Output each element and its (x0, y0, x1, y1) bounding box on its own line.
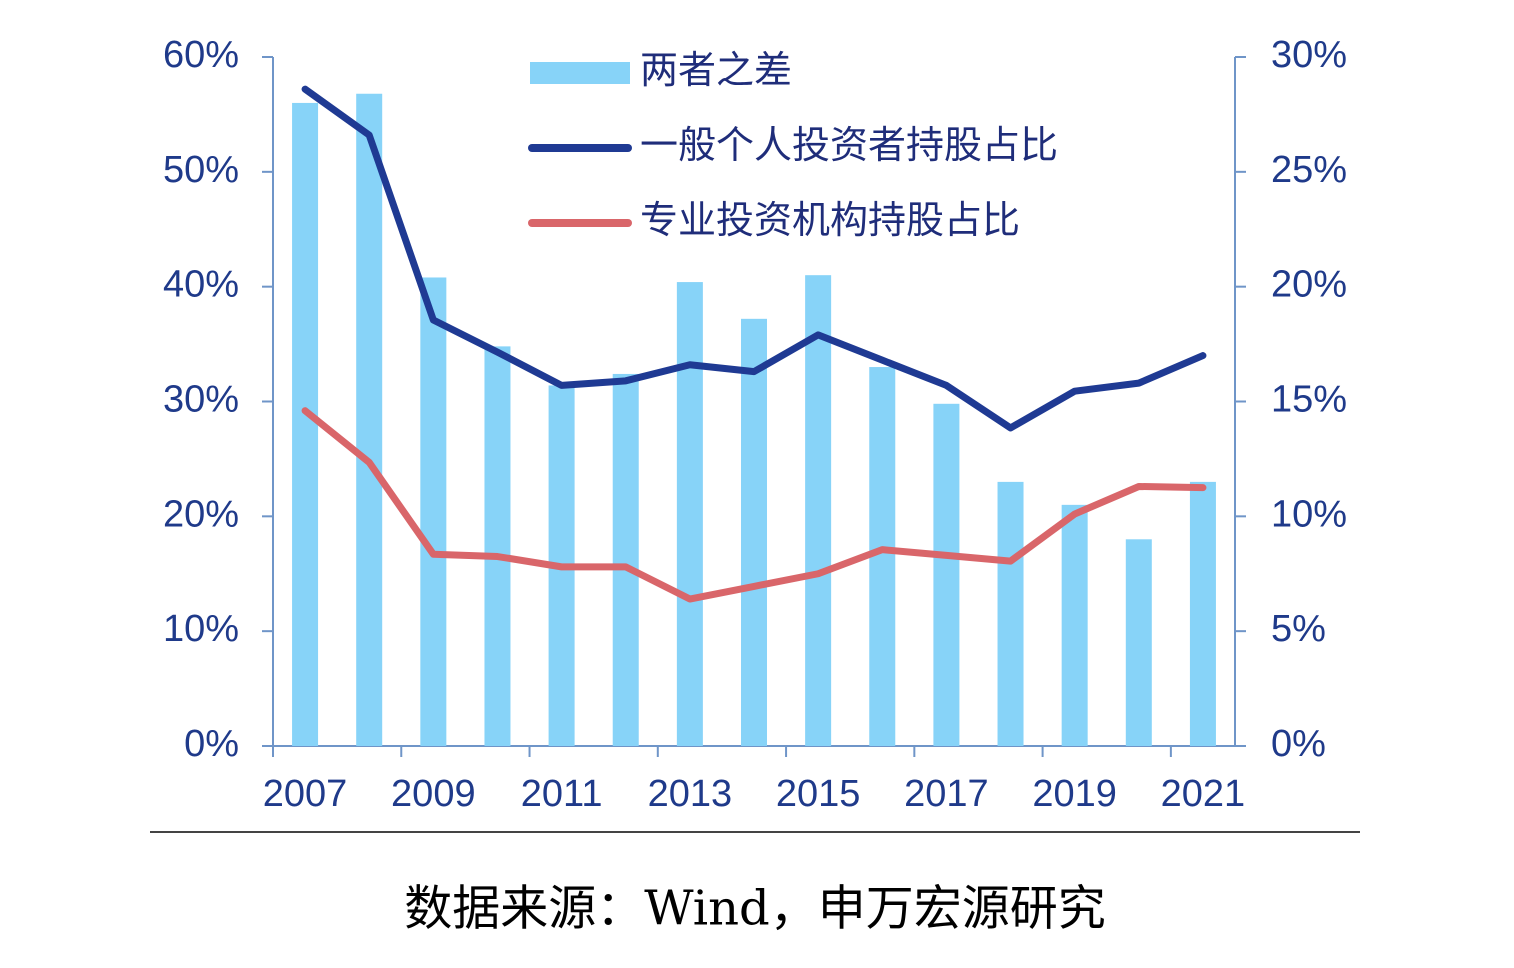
y-tick-label: 40% (163, 264, 239, 306)
bar (805, 275, 832, 746)
bar (1189, 481, 1216, 746)
y2-tick-label: 10% (1271, 493, 1347, 535)
line (301, 407, 1207, 603)
x-tick-label: 2021 (1161, 773, 1246, 815)
y2-tick-label: 15% (1271, 379, 1347, 421)
bar (356, 93, 383, 747)
legend-label: 专业投资机构持股占比 (640, 200, 1020, 242)
x-tick-label: 2013 (648, 773, 733, 815)
x-tick-label: 2007 (263, 773, 348, 815)
y-tick-label: 10% (163, 608, 239, 650)
y2-tick-label: 30% (1271, 34, 1347, 76)
bar (1125, 539, 1152, 746)
x-tick-label: 2017 (904, 773, 989, 815)
x-tick-label: 2011 (521, 773, 603, 815)
line (301, 85, 1207, 432)
bar (997, 481, 1024, 746)
bar (292, 102, 319, 746)
y-tick-label: 30% (163, 379, 239, 421)
bar (612, 373, 639, 746)
y-tick-label: 60% (163, 34, 239, 76)
y2-tick-label: 5% (1271, 608, 1326, 650)
y-tick-label: 50% (163, 149, 239, 191)
y-tick-label: 0% (184, 723, 239, 765)
x-tick-label: 2009 (391, 773, 476, 815)
x-tick-label: 2015 (776, 773, 861, 815)
x-tick-label: 2019 (1032, 773, 1117, 815)
bar (484, 346, 511, 746)
y2-tick-label: 20% (1271, 264, 1347, 306)
bar (676, 282, 703, 746)
legend-swatch (530, 62, 630, 84)
y-tick-label: 20% (163, 493, 239, 535)
y2-tick-label: 0% (1271, 723, 1326, 765)
bar (741, 318, 767, 746)
bar (420, 277, 447, 746)
y2-tick-label: 25% (1271, 149, 1347, 191)
source-note: 数据来源：Wind，申万宏源研究 (404, 881, 1106, 937)
legend-label: 一般个人投资者持股占比 (640, 125, 1058, 167)
bar (1061, 504, 1088, 746)
bar (933, 403, 960, 746)
legend-label: 两者之差 (640, 50, 792, 92)
